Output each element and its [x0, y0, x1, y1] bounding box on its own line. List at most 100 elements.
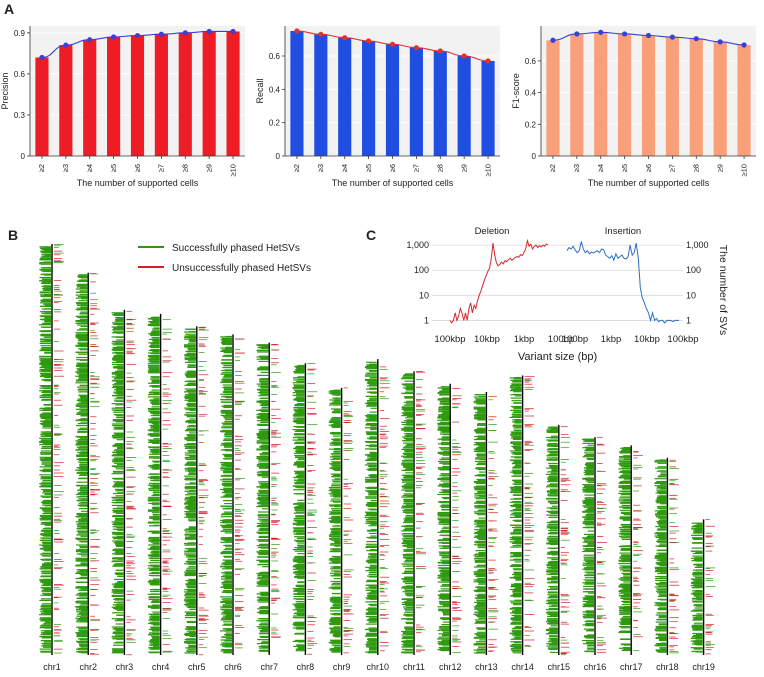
chromosome-chr7: chr7: [256, 342, 282, 672]
x-tick-label: ≥8: [692, 164, 701, 172]
y-tick-label: 0: [21, 152, 26, 161]
x-tick-label: ≥10: [483, 164, 492, 176]
data-point: [622, 31, 628, 37]
chromosome-label: chr8: [297, 662, 315, 672]
bar: [290, 31, 304, 156]
bar: [202, 31, 216, 156]
data-point: [389, 41, 396, 47]
bar: [130, 35, 145, 156]
chromosome-chr3: chr3: [111, 309, 137, 672]
bar-chart-2: 0 0.2 0.4 0.6 ≥2 ≥3 ≥4 ≥5 ≥6 ≥7 ≥8 ≥9 ≥10 Recall The n…: [255, 26, 500, 188]
x-tick-label: ≥7: [668, 164, 677, 172]
x-axis-title: The number of supported cells: [77, 178, 199, 188]
x-tick-label: ≥9: [204, 164, 213, 172]
x-tick-label: ≥4: [85, 164, 94, 172]
bar: [546, 40, 560, 156]
bar: [409, 47, 423, 156]
data-point: [598, 29, 604, 35]
chromosome-chr5: chr5: [183, 326, 209, 672]
data-point: [413, 45, 419, 51]
bar: [457, 56, 471, 156]
x-tick-label: ≥9: [715, 164, 724, 172]
bar: [59, 45, 73, 156]
data-point: [206, 28, 212, 35]
x-tick-label: ≥2: [292, 164, 301, 172]
bar: [641, 35, 656, 157]
data-point: [366, 38, 372, 44]
x-tick-label: ≥5: [364, 164, 373, 172]
y-tick-label: 0.2: [269, 119, 281, 128]
data-point: [485, 58, 491, 64]
x-tick-label: ≥5: [109, 164, 118, 172]
x-tick-label: ≥4: [596, 164, 605, 172]
bar: [385, 44, 400, 157]
bar: [226, 31, 240, 156]
data-point: [645, 32, 652, 39]
bar: [737, 45, 751, 156]
legend-success-label: Successfully phased HetSVs: [172, 243, 300, 254]
x-tick-label: ≥10: [228, 164, 237, 176]
bar: [433, 51, 447, 156]
bar: [362, 41, 376, 156]
x-tick-label: ≥10: [739, 164, 748, 176]
y-axis-title: Precision: [0, 72, 10, 109]
data-point: [87, 37, 93, 43]
y-tick-label: 0.3: [14, 111, 26, 120]
data-point: [741, 42, 747, 48]
panel-label-b: B: [8, 227, 18, 243]
x-tick-label: ≥8: [181, 164, 190, 172]
bar: [338, 37, 352, 156]
chromosome-label: chr5: [188, 662, 206, 672]
bar: [83, 39, 97, 156]
chromosome-chr2: chr2: [75, 272, 101, 672]
x-tick-label: ≥3: [316, 164, 325, 172]
bar: [594, 32, 608, 157]
data-point: [342, 35, 348, 41]
data-point: [669, 34, 675, 40]
legend-fail-label: Unsuccessfully phased HetSVs: [172, 263, 311, 274]
chromosome-chr6: chr6: [220, 334, 245, 672]
y-tick-label: 0: [276, 152, 281, 161]
data-point: [294, 28, 300, 34]
x-tick-label: ≥6: [644, 164, 653, 172]
y-tick-label: 0: [532, 152, 537, 161]
x-tick-label: ≥9: [459, 164, 468, 172]
chromosome-chr8: chr8: [292, 363, 318, 672]
bar: [570, 33, 584, 156]
x-tick-label: ≥3: [572, 164, 581, 172]
bar-chart-1: 0 0.3 0.6 0.9 ≥2 ≥3 ≥4 ≥5 ≥6 ≥7 ≥8 ≥9 ≥10 Precision Th…: [0, 26, 245, 188]
data-point: [158, 31, 164, 37]
chromosome-chr1: chr1: [39, 244, 64, 672]
panel-label-a: A: [4, 1, 14, 17]
y-tick-label: 0.9: [14, 29, 26, 38]
data-point: [437, 48, 443, 54]
data-point: [182, 30, 188, 36]
y-axis-title: Recall: [255, 78, 265, 103]
y-tick-label: 0.4: [525, 89, 537, 98]
bar: [314, 34, 328, 157]
bar: [618, 33, 632, 156]
bar: [665, 37, 679, 156]
bar-chart-3: 0 0.2 0.4 0.6 ≥2 ≥3 ≥4 ≥5 ≥6 ≥7 ≥8 ≥9 ≥10 F1-score The…: [511, 26, 756, 188]
x-tick-label: ≥8: [436, 164, 445, 172]
bar: [154, 34, 168, 156]
data-point: [461, 53, 467, 59]
x-tick-label: ≥7: [412, 164, 421, 172]
bar: [35, 57, 49, 157]
y-tick-label: 0.4: [269, 85, 281, 94]
data-point: [63, 42, 69, 48]
data-point: [693, 36, 699, 42]
chromosome-chr10: chr10: [364, 359, 390, 672]
data-point: [111, 34, 117, 40]
chromosome-label: chr9: [333, 662, 351, 672]
chromosome-label: chr1: [43, 662, 61, 672]
x-tick-label: ≥5: [620, 164, 629, 172]
data-point: [134, 32, 141, 39]
y-tick-label: 0.6: [525, 57, 537, 66]
y-tick-label: 0.6: [269, 52, 281, 61]
x-tick-label: ≥6: [133, 164, 142, 172]
chromosome-label: chr7: [260, 662, 278, 672]
chromosome-chr9: chr9: [328, 387, 354, 672]
chromosome-chr4: chr4: [147, 313, 173, 672]
